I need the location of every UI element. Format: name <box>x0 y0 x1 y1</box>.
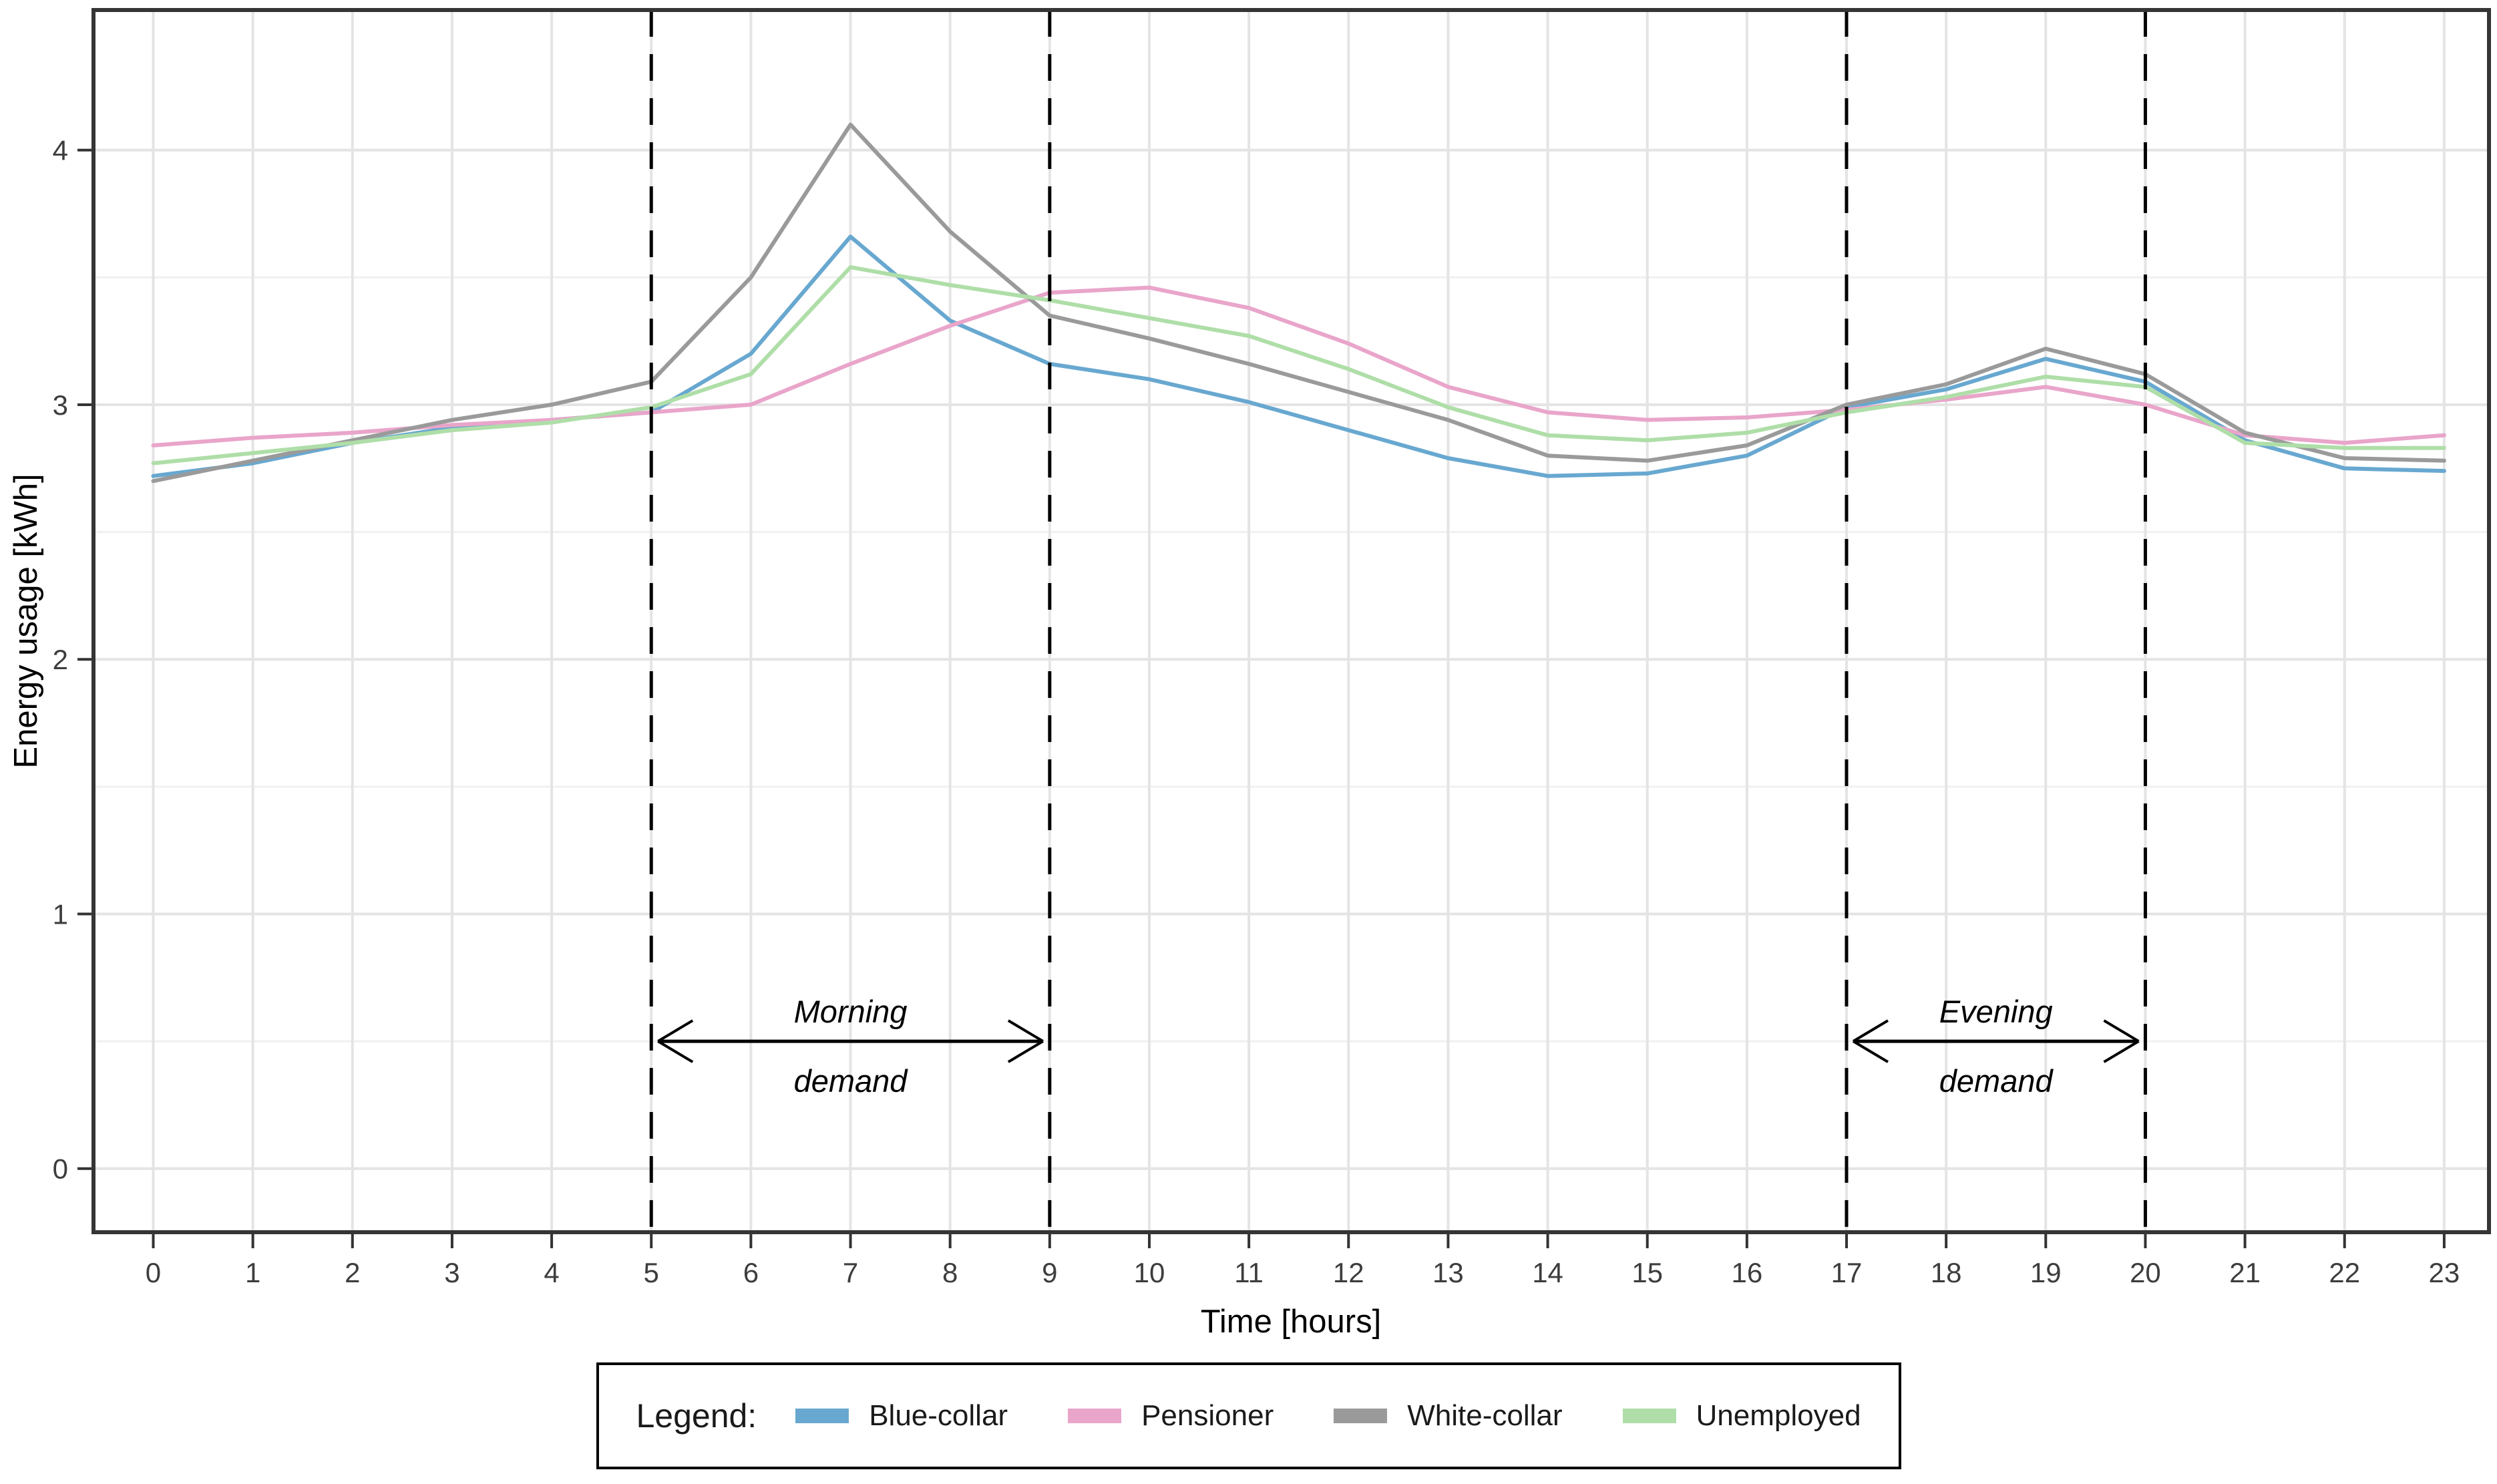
x-tick-label: 9 <box>1042 1257 1057 1288</box>
arrow-head-line <box>657 1040 694 1063</box>
y-axis-title: Energy usage [kWh] <box>8 474 44 768</box>
x-tick-label: 22 <box>2329 1257 2360 1288</box>
arrow-head-line <box>1007 1019 1044 1043</box>
x-tick-label: 12 <box>1333 1257 1364 1288</box>
x-tick-label: 23 <box>2429 1257 2460 1288</box>
x-tick-label: 4 <box>544 1257 559 1288</box>
unemployed-key-icon <box>1622 1409 1676 1423</box>
x-tick-label: 5 <box>644 1257 659 1288</box>
pensioner-key-icon <box>1068 1409 1122 1423</box>
x-tick-label: 2 <box>345 1257 360 1288</box>
x-tick-label: 10 <box>1134 1257 1165 1288</box>
legend-label: Unemployed <box>1696 1399 1861 1432</box>
demand-window-dashed-lines <box>649 10 2147 1232</box>
axis-ticks-and-labels: 0 1 2 3 4 5 6 7 8 9 10 11 12 13 14 15 16 17 18 19 20 21 22 2301… <box>53 135 2460 1288</box>
x-tick-label: 19 <box>2030 1257 2062 1288</box>
arrow-head-line <box>1852 1019 1889 1043</box>
y-tick-label: 0 <box>53 1153 68 1185</box>
x-tick-label: 3 <box>444 1257 459 1288</box>
blue-collar-key-icon <box>795 1409 849 1423</box>
legend-title: Legend: <box>636 1397 757 1435</box>
y-tick-label: 1 <box>53 898 68 930</box>
y-tick-label: 4 <box>53 135 68 166</box>
arrow-head-line <box>2103 1019 2140 1043</box>
x-tick-label: 16 <box>1731 1257 1762 1288</box>
series-line-white-collar <box>151 122 2446 484</box>
legend-item-white-collar: White-collar <box>1334 1399 1563 1433</box>
annotation-layer: Morning demand Evening demand <box>657 994 2140 1099</box>
x-tick-label: 15 <box>1631 1257 1663 1288</box>
x-tick-label: 1 <box>245 1257 260 1288</box>
x-tick-label: 13 <box>1432 1257 1464 1288</box>
legend-item-blue-collar: Blue-collar <box>795 1399 1008 1433</box>
x-tick-label: 7 <box>843 1257 858 1288</box>
arrow-head-line <box>657 1019 694 1043</box>
x-tick-label: 18 <box>1931 1257 1962 1288</box>
arrow-head-line <box>1852 1040 1889 1063</box>
x-axis-title: Time [hours] <box>1201 1304 1381 1340</box>
panel-border <box>91 8 2491 1234</box>
x-tick-label: 20 <box>2130 1257 2161 1288</box>
chart-legend: Legend: Blue-collar Pensioner White-coll… <box>596 1362 1901 1469</box>
evening-demand-label-line1: Evening <box>1939 994 2053 1029</box>
x-tick-label: 8 <box>942 1257 958 1288</box>
legend-item-pensioner: Pensioner <box>1068 1399 1274 1433</box>
x-tick-label: 17 <box>1831 1257 1863 1288</box>
morning-demand-label-line2: demand <box>794 1063 909 1099</box>
series-line-unemployed <box>151 265 2446 466</box>
panel-border-rect <box>91 8 2491 1234</box>
series-layer <box>151 122 2446 484</box>
x-tick-label: 0 <box>146 1257 161 1288</box>
legend-label: Pensioner <box>1141 1399 1274 1432</box>
x-tick-label: 11 <box>1234 1257 1264 1288</box>
arrow-head-line <box>1007 1040 1044 1063</box>
evening-demand-label-line2: demand <box>1939 1063 2054 1099</box>
legend-item-unemployed: Unemployed <box>1622 1399 1861 1433</box>
y-tick-label: 3 <box>53 389 68 421</box>
arrow-head-line <box>2103 1040 2140 1063</box>
series-line-pensioner <box>151 285 2446 447</box>
grid-layer <box>93 10 2489 1232</box>
legend-label: Blue-collar <box>869 1399 1008 1432</box>
x-tick-label: 6 <box>743 1257 759 1288</box>
x-tick-label: 21 <box>2229 1257 2261 1288</box>
x-tick-label: 14 <box>1532 1257 1563 1288</box>
legend-label: White-collar <box>1407 1399 1563 1432</box>
white-collar-key-icon <box>1334 1409 1388 1423</box>
y-tick-label: 2 <box>53 644 68 675</box>
morning-demand-label-line1: Morning <box>794 994 908 1029</box>
series-line-blue-collar <box>151 234 2446 478</box>
